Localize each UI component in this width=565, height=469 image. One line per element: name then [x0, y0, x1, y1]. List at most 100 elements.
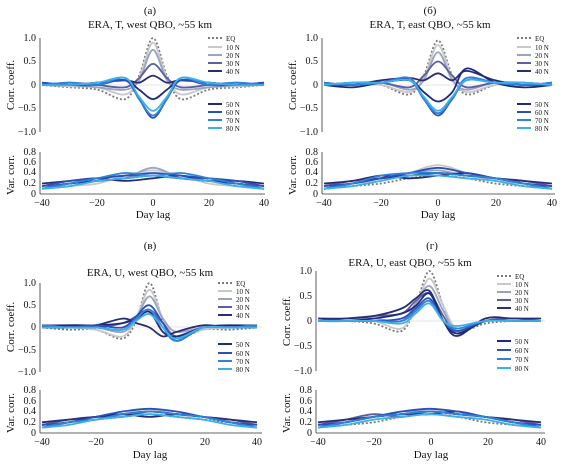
- legend-entry: EQ: [236, 280, 245, 288]
- series-line-70-n: [41, 410, 258, 429]
- corr-y-tick: −0.5: [18, 103, 36, 114]
- legend-entry: 60 N: [515, 347, 529, 355]
- var-y-tick: 0.6: [306, 157, 319, 168]
- var-y-tick: 0.8: [306, 147, 319, 158]
- corr-y-tick: 0.5: [24, 300, 37, 311]
- legend-low: EQ 10 N 20 N 30 N 40 N: [517, 35, 549, 76]
- corr-y-tick: 1.0: [24, 278, 37, 289]
- legend-entry: 60 N: [535, 109, 549, 117]
- x-tick: 0: [436, 198, 441, 209]
- corr-y-tick: 0: [313, 80, 318, 91]
- series-line-10-n: [41, 288, 258, 338]
- corr-y-tick: 0.5: [24, 56, 37, 67]
- legend-entry: 70 N: [515, 356, 529, 364]
- panel-d: (г) ERA, U, east QBO, ~55 km 1.0 0.5 0 −…: [281, 240, 546, 461]
- panel-label: (а): [144, 5, 157, 17]
- x-tick: 20: [491, 198, 501, 209]
- panel-title: ERA, T, east QBO, ~55 km: [369, 19, 490, 31]
- x-tick: 20: [200, 437, 210, 448]
- var-axes: 0.8 0.6 0.4 0.2 0 Var. corr. −40 −20 0 2…: [5, 385, 262, 461]
- corr-y-tick: −0.5: [300, 103, 318, 114]
- xlabel: Day lag: [136, 209, 171, 221]
- corr-y-tick: −0.5: [294, 341, 312, 352]
- legend-entry: 10 N: [535, 44, 549, 52]
- corr-y-tick: 0.5: [306, 56, 319, 67]
- var-y-tick: 0.4: [300, 406, 313, 417]
- series-line-70-n: [323, 171, 553, 190]
- corr-y-tick: 0: [307, 316, 312, 327]
- xlabel: Day lag: [414, 449, 449, 461]
- x-tick: 20: [483, 437, 493, 448]
- panel-a: (а) ERA, T, west QBO, ~55 km 1.0 0.5 0 −…: [5, 5, 269, 221]
- var-y-tick: 0.4: [24, 406, 37, 417]
- panel-b: (б) ERA, T, east QBO, ~55 km 1.0 0.5 0 −…: [287, 5, 557, 221]
- var-y-tick: 0: [313, 189, 318, 200]
- legend-high: 50 N 60 N 70 N 80 N: [218, 341, 250, 374]
- var-axes: 0.8 0.6 0.4 0.2 0 Var. corr. −40 −20 0 2…: [5, 147, 269, 221]
- legend-entry: EQ: [535, 35, 544, 43]
- x-tick: 0: [151, 198, 156, 209]
- series-line-eq: [317, 270, 542, 333]
- var-y-tick: 0.6: [24, 157, 37, 168]
- legend-high: 50 N 60 N 70 N 80 N: [208, 101, 240, 133]
- legend-high: 50 N 60 N 70 N 80 N: [517, 101, 549, 133]
- x-tick: 40: [547, 198, 557, 209]
- panel-title: ERA, U, west QBO, ~55 km: [87, 267, 214, 279]
- legend-entry: 70 N: [236, 358, 250, 366]
- panel-c: (в) ERA, U, west QBO, ~55 km 1.0 0.5 0 −…: [5, 240, 262, 461]
- legend-entry: 80 N: [236, 366, 250, 374]
- series-line-20-n: [41, 48, 265, 91]
- legend-entry: 50 N: [535, 101, 549, 109]
- xlabel: Day lag: [421, 209, 456, 221]
- legend-entry: 10 N: [226, 44, 240, 52]
- corr-y-tick: −1.0: [300, 127, 318, 138]
- var-plot: [41, 407, 258, 429]
- legend-entry: 20 N: [226, 52, 240, 60]
- series-line-80-n: [317, 413, 542, 429]
- var-y-tick: 0.4: [24, 167, 37, 178]
- x-tick: −40: [310, 437, 326, 448]
- var-plot: [41, 166, 265, 190]
- var-ylabel: Var. corr.: [5, 393, 17, 433]
- var-y-tick: 0.6: [300, 396, 313, 407]
- var-y-tick: 0: [31, 428, 36, 439]
- legend-entry: 20 N: [515, 289, 529, 297]
- corr-plot: [323, 39, 553, 117]
- var-ylabel: Var. corr.: [5, 155, 17, 195]
- legend-low: EQ 10 N 20 N 30 N 40 N: [497, 273, 529, 313]
- corr-y-tick: −1.0: [18, 127, 36, 138]
- corr-y-tick: 1.0: [300, 266, 313, 277]
- legend-entry: 60 N: [226, 109, 240, 117]
- x-tick: 0: [429, 437, 434, 448]
- var-y-tick: 0.2: [24, 417, 37, 428]
- var-y-tick: 0.6: [24, 396, 37, 407]
- x-tick: −20: [366, 437, 382, 448]
- legend-entry: 30 N: [515, 297, 529, 305]
- legend-entry: 40 N: [226, 68, 240, 76]
- legend-entry: 10 N: [515, 281, 529, 289]
- series-line-eq: [41, 37, 265, 101]
- var-y-tick: 0: [31, 189, 36, 200]
- corr-y-tick: 0: [31, 322, 36, 333]
- x-tick: 40: [252, 437, 262, 448]
- x-tick: −40: [316, 198, 332, 209]
- corr-y-tick: 1.0: [24, 33, 37, 44]
- series-line-80-n: [41, 174, 265, 190]
- panel-label: (г): [426, 240, 438, 252]
- series-line-70-n: [318, 299, 541, 330]
- legend-low: EQ 10 N 20 N 30 N 40 N: [218, 280, 250, 320]
- var-y-tick: 0.2: [306, 178, 319, 189]
- legend-entry: 50 N: [226, 101, 240, 109]
- corr-plot: [41, 37, 265, 119]
- corr-plot: [317, 270, 542, 337]
- legend-high: 50 N 60 N 70 N 80 N: [497, 338, 529, 373]
- series-line-40-n: [317, 289, 541, 337]
- var-y-tick: 0.8: [24, 147, 37, 158]
- var-y-tick: 0.2: [300, 417, 313, 428]
- legend-entry: 40 N: [236, 312, 250, 320]
- series-line-70-n: [41, 76, 265, 117]
- x-tick: −40: [34, 198, 50, 209]
- var-axes: 0.8 0.6 0.4 0.2 0 Var. corr. −40 −20 0 2…: [281, 385, 546, 461]
- series-line-40-n: [41, 413, 258, 424]
- series-line-80-n: [41, 76, 265, 112]
